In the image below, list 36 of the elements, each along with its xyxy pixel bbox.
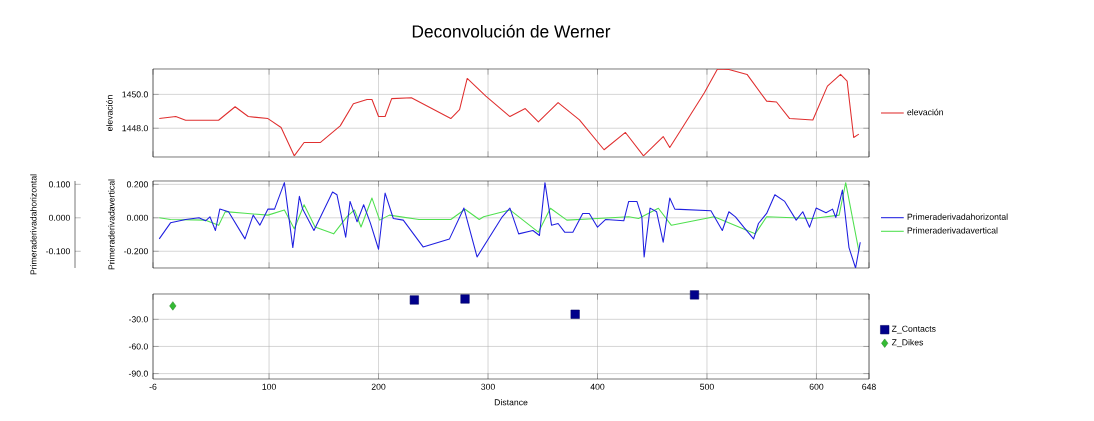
line-series	[158, 69, 860, 157]
chart-title: Deconvolución de Werner	[412, 24, 611, 38]
y-tick-label: -0.200	[124, 248, 148, 255]
y2-tick-label: 0.100	[48, 181, 70, 188]
y-axis-title: Primeraderivadavertical	[108, 179, 115, 270]
x-tick-label: 648	[862, 383, 876, 390]
y-tick-label: 1450.0	[122, 91, 148, 98]
y-tick-label: 0.200	[126, 181, 148, 188]
x-tick-label: 500	[700, 383, 714, 390]
point	[409, 295, 419, 305]
point	[689, 290, 700, 300]
y-axis-title: elevación	[106, 95, 113, 131]
y2-axis-title: Primeraderivadahorizontal	[30, 174, 37, 275]
x-tick-label: 600	[809, 383, 824, 390]
x-tick-label: 100	[262, 383, 276, 390]
point	[570, 309, 580, 319]
x-tick-label: 200	[371, 383, 386, 390]
y-tick-label: -30.0	[128, 316, 148, 323]
line-series	[158, 182, 861, 268]
legend-label: Z_Dikes	[891, 339, 924, 348]
x-axis-title: Distance	[494, 399, 528, 406]
y-tick-label: 0.000	[126, 214, 148, 221]
legend-label: elevación	[907, 108, 943, 116]
y-tick-label: -60.0	[128, 343, 148, 350]
point	[169, 301, 177, 311]
x-tick-label: 400	[590, 383, 605, 390]
x-tick-label: 300	[481, 383, 495, 390]
legend-label: Z_Contacts	[891, 325, 936, 334]
x-tick-label: -6	[149, 383, 157, 390]
y-tick-label: 1448.0	[122, 125, 148, 132]
legend-label: Primeraderivadahorizontal	[907, 213, 1008, 220]
point	[460, 294, 470, 304]
y2-tick-label: -0.100	[46, 248, 70, 255]
y2-tick-label: 0.000	[48, 214, 70, 221]
y-tick-label: -90.0	[128, 370, 148, 377]
legend-label: Primeraderivadavertical	[907, 227, 998, 234]
